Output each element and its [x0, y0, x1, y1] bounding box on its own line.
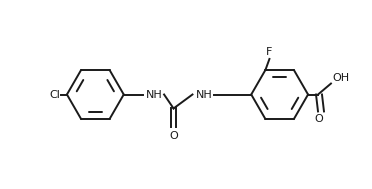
Text: O: O — [315, 114, 323, 124]
Text: OH: OH — [332, 73, 349, 83]
Text: NH: NH — [146, 90, 163, 99]
Text: NH: NH — [195, 90, 212, 99]
Text: Cl: Cl — [49, 90, 60, 99]
Text: F: F — [266, 47, 273, 57]
Text: O: O — [169, 131, 178, 141]
